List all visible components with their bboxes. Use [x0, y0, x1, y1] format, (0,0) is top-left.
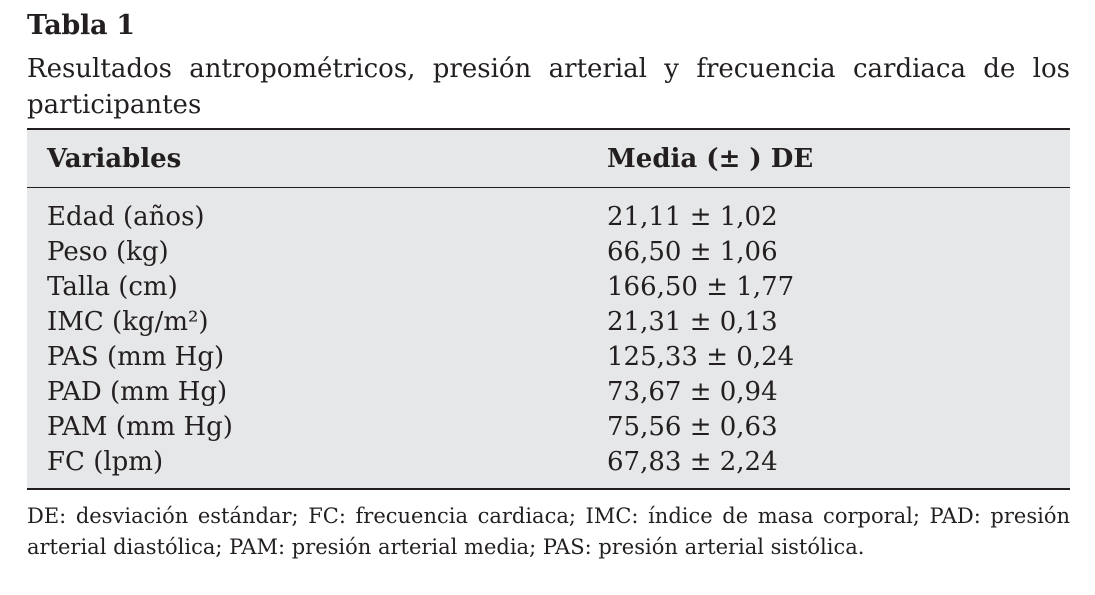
table-row: FC (lpm) 67,83 ± 2,24 [27, 444, 1070, 480]
row-value: 66,50 ± 1,06 [607, 237, 778, 267]
row-value: 21,31 ± 0,13 [607, 307, 778, 337]
row-variable: PAM (mm Hg) [47, 412, 233, 442]
table-row: PAS (mm Hg) 125,33 ± 0,24 [27, 339, 1070, 375]
table-footnote: DE: desviación estándar; FC: frecuencia … [27, 504, 1070, 559]
table-header: Variables Media (± ) DE [27, 130, 1070, 188]
row-value: 67,83 ± 2,24 [607, 447, 778, 477]
header-media-de: Media (± ) DE [607, 144, 814, 174]
table-label: Tabla 1 [27, 10, 135, 41]
header-variables: Variables [47, 144, 182, 174]
row-variable: FC (lpm) [47, 447, 164, 477]
row-variable: IMC (kg/m²) [47, 307, 209, 337]
row-value: 73,67 ± 0,94 [607, 377, 778, 407]
row-value: 166,50 ± 1,77 [607, 272, 795, 302]
row-variable: PAS (mm Hg) [47, 342, 225, 372]
row-variable: Edad (años) [47, 202, 205, 232]
row-variable: Talla (cm) [47, 272, 178, 302]
table-row: PAD (mm Hg) 73,67 ± 0,94 [27, 374, 1070, 410]
table-row: Edad (años) 21,11 ± 1,02 [27, 199, 1070, 235]
table-caption: Resultados antropométricos, presión arte… [27, 54, 1070, 120]
row-variable: Peso (kg) [47, 237, 169, 267]
table-row: PAM (mm Hg) 75,56 ± 0,63 [27, 409, 1070, 445]
data-table: Variables Media (± ) DE Edad (años) 21,1… [27, 128, 1070, 490]
row-variable: PAD (mm Hg) [47, 377, 228, 407]
table-row: Talla (cm) 166,50 ± 1,77 [27, 269, 1070, 305]
row-value: 21,11 ± 1,02 [607, 202, 778, 232]
row-value: 125,33 ± 0,24 [607, 342, 795, 372]
table-row: IMC (kg/m²) 21,31 ± 0,13 [27, 304, 1070, 340]
row-value: 75,56 ± 0,63 [607, 412, 778, 442]
table-row: Peso (kg) 66,50 ± 1,06 [27, 234, 1070, 270]
